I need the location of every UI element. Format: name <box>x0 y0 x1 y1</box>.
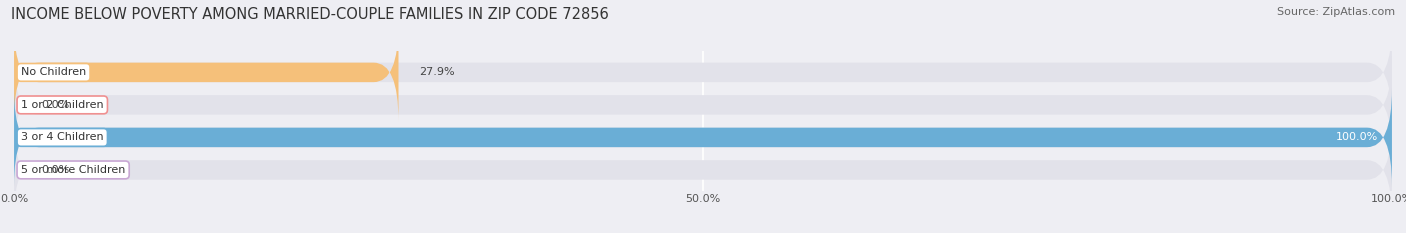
FancyBboxPatch shape <box>14 89 1392 186</box>
Text: 0.0%: 0.0% <box>42 100 70 110</box>
FancyBboxPatch shape <box>14 56 1392 154</box>
FancyBboxPatch shape <box>14 121 1392 219</box>
Text: 5 or more Children: 5 or more Children <box>21 165 125 175</box>
Text: 0.0%: 0.0% <box>42 165 70 175</box>
Text: 1 or 2 Children: 1 or 2 Children <box>21 100 104 110</box>
FancyBboxPatch shape <box>14 24 1392 121</box>
Text: 100.0%: 100.0% <box>1336 132 1378 142</box>
Text: 27.9%: 27.9% <box>419 67 454 77</box>
Text: 3 or 4 Children: 3 or 4 Children <box>21 132 104 142</box>
Text: INCOME BELOW POVERTY AMONG MARRIED-COUPLE FAMILIES IN ZIP CODE 72856: INCOME BELOW POVERTY AMONG MARRIED-COUPL… <box>11 7 609 22</box>
FancyBboxPatch shape <box>14 24 398 121</box>
Text: No Children: No Children <box>21 67 86 77</box>
Text: Source: ZipAtlas.com: Source: ZipAtlas.com <box>1277 7 1395 17</box>
FancyBboxPatch shape <box>14 89 1392 186</box>
